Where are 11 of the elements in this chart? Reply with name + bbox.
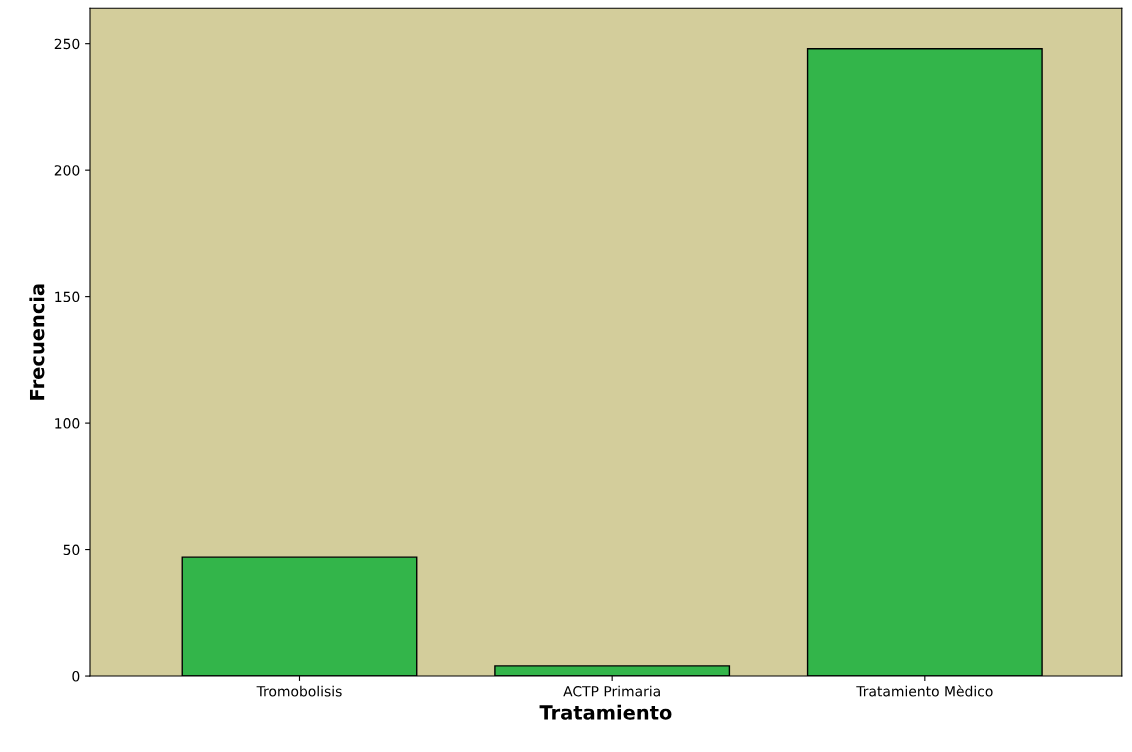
- y-tick-label: 150: [55, 291, 80, 303]
- y-tick-label: 50: [63, 544, 80, 556]
- y-tick-label: 100: [55, 418, 80, 429]
- x-tick-label: Tromobolisis: [256, 685, 342, 697]
- y-axis-title: Frecuencia: [29, 284, 45, 400]
- y-tick-label: 200: [54, 165, 80, 176]
- x-axis-title: Tratamiento: [539, 704, 672, 720]
- x-tick-label: Tratamiento Mèdico: [856, 685, 993, 697]
- y-tick-label: 250: [54, 38, 80, 50]
- y-tick-label: 0: [72, 671, 80, 682]
- x-tick-label: ACTP Primaria: [563, 685, 660, 697]
